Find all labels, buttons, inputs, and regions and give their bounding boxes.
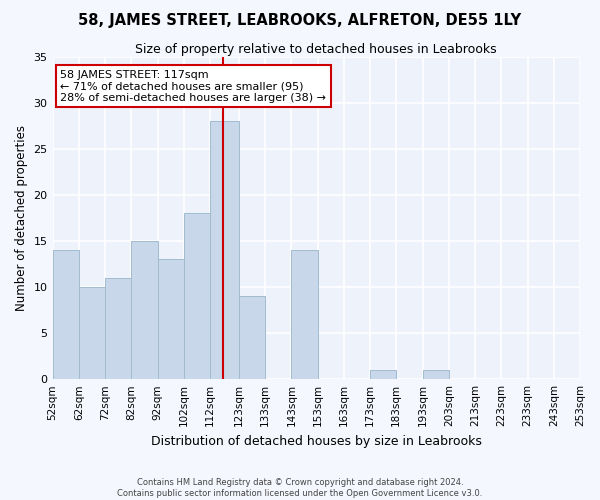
Bar	[79, 287, 105, 379]
Bar	[210, 121, 239, 379]
Bar	[131, 241, 158, 379]
Bar	[370, 370, 397, 379]
Bar	[184, 214, 210, 379]
Text: 58, JAMES STREET, LEABROOKS, ALFRETON, DE55 1LY: 58, JAMES STREET, LEABROOKS, ALFRETON, D…	[79, 12, 521, 28]
X-axis label: Distribution of detached houses by size in Leabrooks: Distribution of detached houses by size …	[151, 434, 482, 448]
Text: 58 JAMES STREET: 117sqm
← 71% of detached houses are smaller (95)
28% of semi-de: 58 JAMES STREET: 117sqm ← 71% of detache…	[61, 70, 326, 103]
Bar	[158, 260, 184, 379]
Bar	[53, 250, 79, 379]
Bar	[105, 278, 131, 379]
Title: Size of property relative to detached houses in Leabrooks: Size of property relative to detached ho…	[136, 42, 497, 56]
Bar	[422, 370, 449, 379]
Bar	[292, 250, 317, 379]
Y-axis label: Number of detached properties: Number of detached properties	[15, 125, 28, 311]
Bar	[239, 296, 265, 379]
Text: Contains HM Land Registry data © Crown copyright and database right 2024.
Contai: Contains HM Land Registry data © Crown c…	[118, 478, 482, 498]
